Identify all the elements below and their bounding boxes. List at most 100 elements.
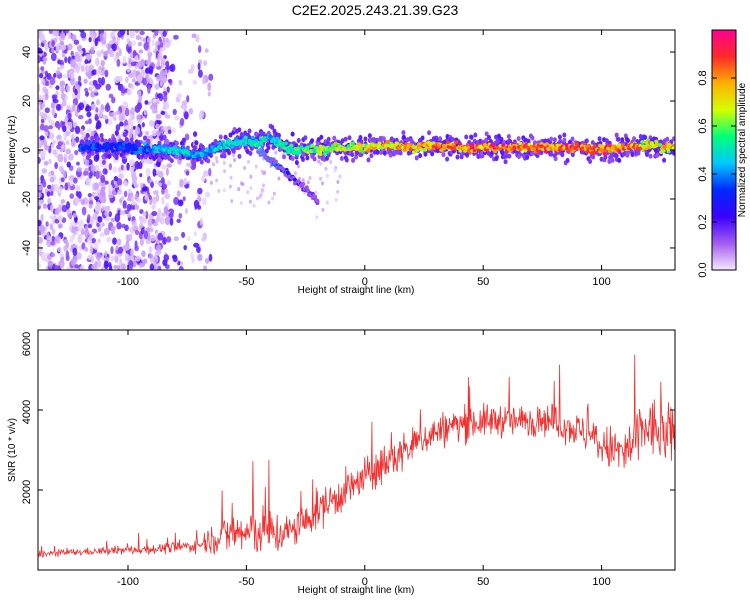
spectrogram-noise-blob	[197, 187, 203, 195]
spectrogram-noise-blob	[91, 69, 97, 76]
spectrogram-x-tick-label: 50	[477, 276, 489, 288]
spectrogram-ridge-cell	[496, 133, 501, 139]
spectrogram-noise-blob	[116, 238, 122, 246]
snr-series-line	[38, 354, 675, 559]
spectrogram-noise-blob	[43, 124, 49, 133]
spectrogram-ridge-cell	[124, 137, 129, 143]
spectrogram-y-tick-label: 20	[21, 95, 33, 107]
spectrogram-ridge-cell	[450, 136, 455, 142]
spectrogram-noise-blob	[100, 174, 106, 184]
spectrogram-ridge-cell	[654, 140, 659, 144]
spectrogram-noise-blob	[60, 86, 65, 93]
spectrogram-noise-blob	[191, 33, 197, 39]
spectrogram-noise-blob	[176, 93, 182, 99]
spectrogram-noise-blob	[172, 108, 177, 116]
spectrogram-noise-blob	[195, 34, 200, 43]
spectrogram-ridge-cell	[459, 154, 464, 160]
spectrogram-ridge-cell	[185, 150, 190, 155]
spectrogram-noise-blob	[158, 30, 164, 35]
spectrogram-noise-blob	[232, 153, 236, 158]
spectrogram-noise-blob	[112, 36, 116, 42]
spectrogram-ridge-cell	[312, 156, 317, 162]
spectrogram-noise-blob	[263, 170, 267, 175]
spectrogram-noise-blob	[76, 252, 82, 260]
spectrogram-noise-blob	[113, 55, 118, 63]
spectrogram-noise-blob	[134, 30, 140, 34]
spectrogram-noise-blob	[134, 204, 139, 210]
spectrogram-ridge-cell	[525, 154, 530, 160]
spectrogram-noise-blob	[75, 136, 80, 143]
spectrogram-noise-blob	[90, 165, 96, 172]
spectrogram-noise-blob	[46, 238, 52, 248]
spectrogram-x-tick-label: -100	[117, 276, 139, 288]
spectrogram-noise-blob	[176, 190, 181, 197]
spectrogram-noise-blob	[49, 76, 56, 86]
spectrogram-noise-blob	[177, 199, 184, 207]
spectrogram-noise-blob	[57, 141, 63, 147]
spectrogram-noise-blob	[315, 215, 319, 220]
spectrogram-noise-blob	[147, 85, 151, 94]
spectrogram-noise-blob	[168, 212, 174, 219]
spectrogram-noise-blob	[151, 129, 158, 137]
spectrogram-noise-blob	[96, 119, 101, 129]
spectrogram-ridge-cell	[549, 151, 554, 157]
spectrogram-ridge-cell	[530, 135, 535, 141]
spectrogram-noise-blob	[223, 169, 227, 174]
spectrogram-noise-blob	[215, 159, 219, 164]
spectrogram-noise-blob	[157, 265, 162, 270]
spectrogram-noise-blob	[88, 118, 92, 125]
spectrogram-noise-blob	[110, 217, 116, 223]
spectrogram-noise-blob	[99, 32, 104, 42]
spectrogram-noise-blob	[38, 192, 42, 198]
spectrogram-noise-blob	[162, 30, 167, 37]
spectrogram-noise-blob	[38, 73, 44, 79]
spectrogram-noise-blob	[96, 188, 102, 194]
spectrogram-ridge-cell	[114, 130, 119, 136]
spectrogram-ridge-cell	[385, 143, 390, 148]
spectrogram-ridge-cell	[489, 150, 494, 156]
spectrogram-noise-blob	[87, 223, 93, 229]
spectrogram-noise-blob	[162, 125, 168, 131]
spectrogram-noise-blob	[57, 223, 63, 229]
spectrogram-noise-blob	[319, 161, 323, 166]
spectrogram-noise-blob	[55, 85, 60, 91]
spectrogram-x-tick-label: 0	[362, 276, 368, 288]
spectrogram-ridge-cell	[122, 149, 127, 153]
spectrogram-noise-blob	[113, 76, 120, 84]
snr-x-tick-label: 0	[362, 576, 368, 588]
spectrogram-noise-blob	[82, 170, 89, 176]
spectrogram-noise-blob	[137, 61, 143, 70]
spectrogram-noise-blob	[77, 114, 84, 120]
snr-y-axis-label: SNR (10 * v/v)	[7, 418, 18, 482]
spectrogram-noise-blob	[155, 40, 161, 46]
spectrogram-noise-blob	[267, 200, 271, 205]
spectrogram-ridge-cell	[469, 134, 474, 140]
spectrogram-noise-blob	[88, 64, 94, 71]
spectrogram-noise-blob	[38, 55, 42, 64]
spectrogram-ridge-cell	[607, 143, 612, 148]
spectrogram-ridge-cell	[658, 143, 663, 147]
spectrogram-noise-blob	[38, 177, 41, 186]
spectrogram-noise-blob	[272, 191, 276, 196]
spectrogram-noise-blob	[89, 30, 95, 39]
spectrogram-noise-blob	[243, 165, 247, 170]
spectrogram-noise-blob	[127, 265, 133, 270]
spectrogram-ridge-cell	[446, 140, 451, 145]
spectrogram-noise-blob	[61, 100, 67, 107]
spectrogram-noise-blob	[229, 175, 233, 180]
spectrogram-noise-blob	[193, 231, 197, 237]
spectrogram-y-tick-label: 0	[21, 147, 33, 153]
colorbar: 0.0 0.2 0.4 0.6 0.8 Normalized spectral ampl…	[697, 29, 748, 278]
colorbar-gradient	[712, 30, 736, 270]
spectrogram-ridge-cell	[562, 132, 567, 138]
spectrogram-noise-blob	[87, 73, 92, 80]
spectrogram-ridge-cell	[204, 153, 209, 157]
spectrogram-noise-blob	[161, 57, 166, 67]
spectrogram-noise-blob	[166, 180, 172, 186]
spectrogram-noise-blob	[50, 170, 55, 176]
spectrogram-noise-blob	[141, 122, 145, 128]
spectrogram-noise-blob	[143, 230, 148, 240]
spectrogram-noise-blob	[90, 46, 95, 54]
spectrogram-ridge-cell	[640, 140, 645, 144]
spectrogram-noise-blob	[63, 134, 68, 141]
